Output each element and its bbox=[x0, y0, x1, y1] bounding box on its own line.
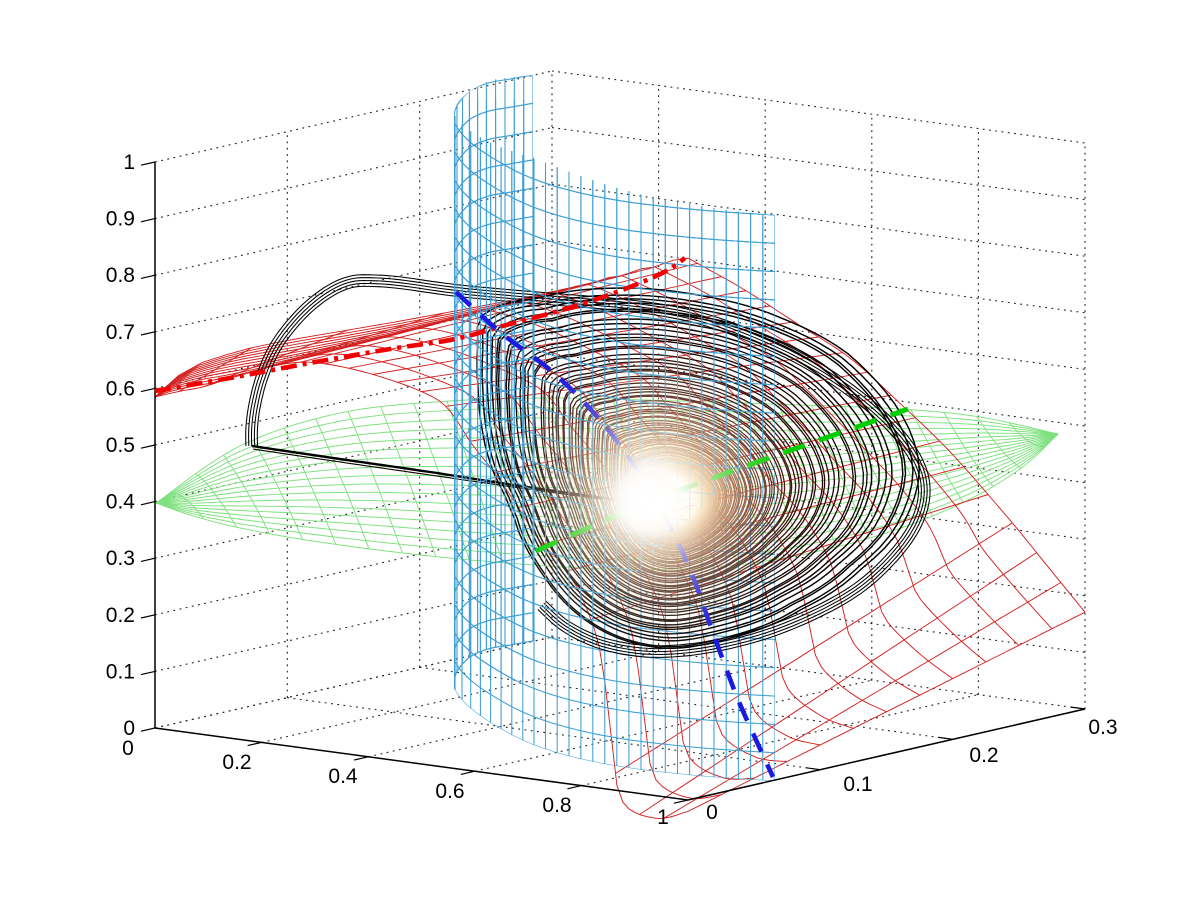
svg-text:0.5: 0.5 bbox=[106, 434, 135, 457]
svg-text:0.1: 0.1 bbox=[106, 660, 135, 683]
svg-text:0.9: 0.9 bbox=[106, 208, 135, 231]
svg-text:0.4: 0.4 bbox=[328, 765, 358, 788]
svg-text:0.8: 0.8 bbox=[106, 264, 135, 287]
svg-text:0.2: 0.2 bbox=[106, 604, 135, 627]
svg-text:0: 0 bbox=[123, 717, 135, 740]
svg-text:0.6: 0.6 bbox=[106, 377, 135, 400]
svg-text:0: 0 bbox=[706, 801, 718, 824]
svg-text:0.8: 0.8 bbox=[542, 794, 571, 817]
svg-text:0.4: 0.4 bbox=[106, 491, 136, 514]
svg-text:0.7: 0.7 bbox=[106, 321, 135, 344]
svg-text:0.3: 0.3 bbox=[106, 547, 135, 570]
svg-text:0.1: 0.1 bbox=[843, 773, 872, 796]
svg-text:0.3: 0.3 bbox=[1088, 716, 1117, 739]
svg-text:0: 0 bbox=[122, 737, 134, 760]
svg-text:0.6: 0.6 bbox=[435, 780, 464, 803]
svg-text:0.2: 0.2 bbox=[969, 744, 998, 767]
svg-text:1: 1 bbox=[657, 806, 669, 829]
svg-text:0.2: 0.2 bbox=[222, 751, 251, 774]
svg-text:1: 1 bbox=[123, 151, 135, 174]
